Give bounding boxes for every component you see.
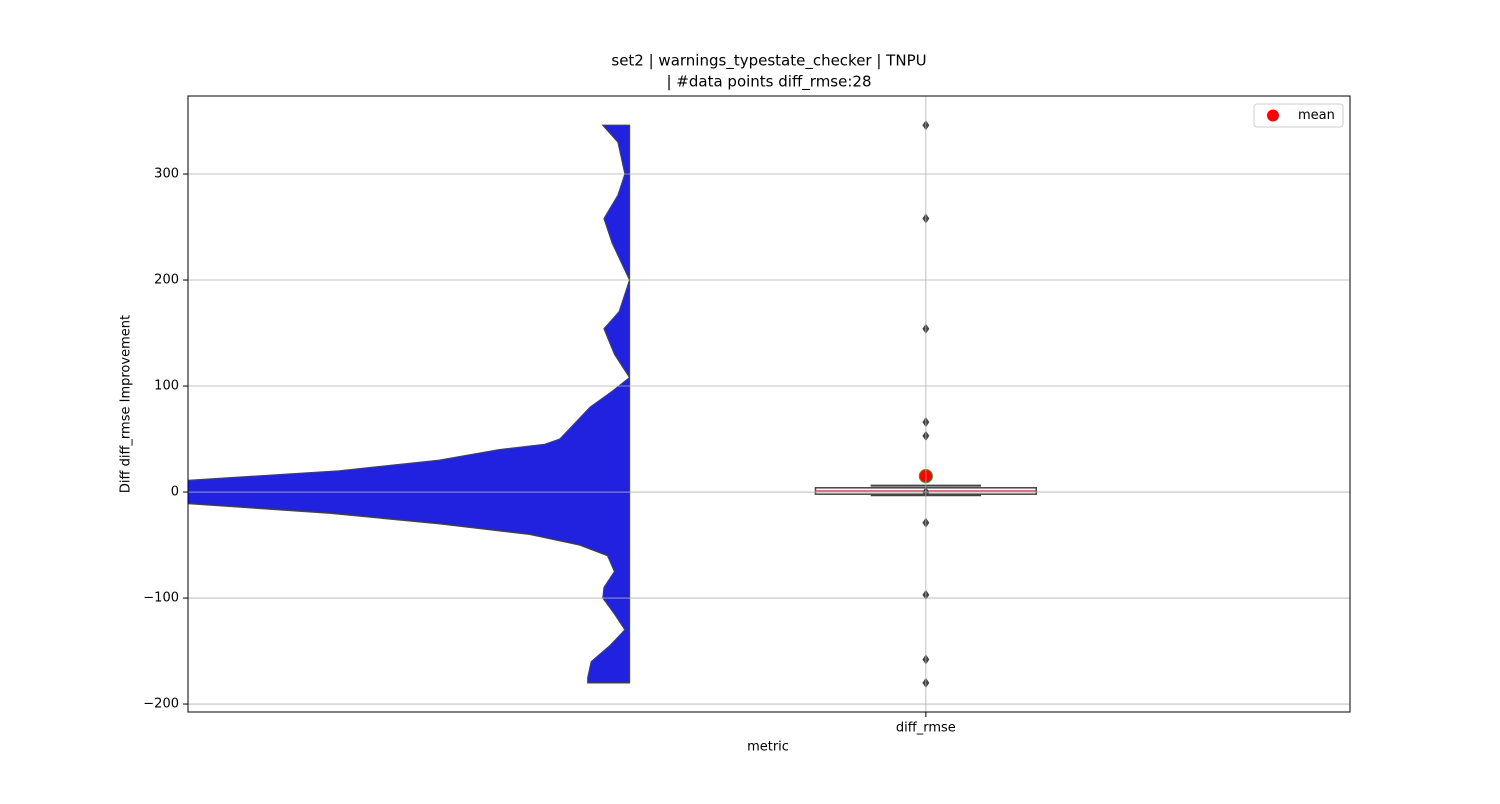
y-tick-label: 100 bbox=[154, 379, 179, 394]
legend-label: mean bbox=[1298, 108, 1335, 123]
legend-marker bbox=[1267, 109, 1279, 122]
x-tick-label: diff_rmse bbox=[896, 721, 956, 736]
y-tick-label: 300 bbox=[154, 167, 179, 182]
chart-title: set2 | warnings_typestate_checker | TNPU bbox=[611, 52, 926, 71]
y-tick-label: 200 bbox=[154, 273, 179, 288]
chart-title: | #data points diff_rmse:28 bbox=[666, 73, 871, 92]
y-tick-label: −200 bbox=[143, 697, 179, 712]
legend-box bbox=[1253, 103, 1344, 128]
axes-frame bbox=[187, 95, 1351, 713]
x-axis-label: metric bbox=[747, 740, 789, 755]
y-axis-label: Diff diff_rmse Improvement bbox=[119, 315, 134, 493]
y-tick-label: 0 bbox=[171, 485, 179, 500]
violin bbox=[188, 124, 631, 684]
y-tick-label: −100 bbox=[143, 591, 179, 606]
plot-area bbox=[188, 120, 1038, 688]
